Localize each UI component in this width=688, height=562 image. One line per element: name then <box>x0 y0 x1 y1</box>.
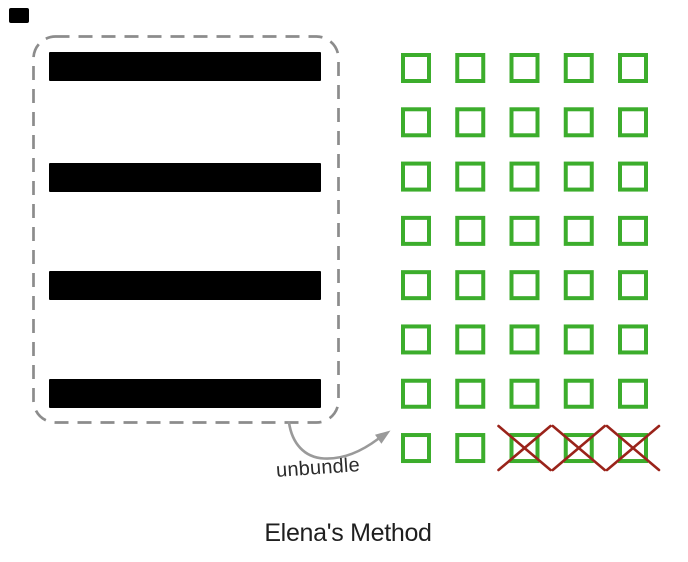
unit-square <box>401 433 431 464</box>
unit-square <box>563 161 594 192</box>
unit-square <box>563 53 594 83</box>
unit-square <box>455 324 486 355</box>
bundle-bar <box>49 52 321 81</box>
unit-square <box>401 324 431 355</box>
unit-square <box>618 324 648 355</box>
unbundle-arrow <box>287 421 380 460</box>
unit-square <box>401 53 431 83</box>
unit-square <box>618 378 648 409</box>
unit-square <box>509 378 540 409</box>
bundle-bar <box>49 271 321 300</box>
bundle-bar <box>49 163 321 192</box>
unit-square <box>401 215 431 246</box>
bundle-bar <box>49 379 321 408</box>
unit-square <box>509 53 540 83</box>
unit-square <box>618 433 648 464</box>
unit-square <box>618 161 648 192</box>
unit-square <box>455 215 486 246</box>
unit-square <box>455 53 486 83</box>
unit-square <box>563 215 594 246</box>
corner-artifact <box>9 8 29 23</box>
crossed-out-marks <box>497 424 661 472</box>
unit-square <box>401 270 431 301</box>
unit-square <box>563 378 594 409</box>
unit-square <box>509 433 540 464</box>
unit-square <box>455 107 486 138</box>
cross-out-line <box>605 424 661 472</box>
unbundle-arrowhead <box>375 430 391 444</box>
unit-square <box>455 433 486 464</box>
unit-square <box>618 215 648 246</box>
bundle-box-dashed-outline <box>32 35 340 424</box>
diagram-title: Elena's Method <box>264 519 432 547</box>
unit-square <box>401 378 431 409</box>
unit-square <box>509 324 540 355</box>
bundle-bars <box>49 52 321 408</box>
unit-square <box>401 107 431 138</box>
unit-square <box>563 107 594 138</box>
unit-square <box>455 161 486 192</box>
unit-square <box>618 270 648 301</box>
unit-square <box>509 161 540 192</box>
unit-square <box>401 161 431 192</box>
unit-square <box>618 53 648 83</box>
unit-square <box>563 433 594 464</box>
cross-out-line <box>551 424 607 472</box>
unit-square <box>509 215 540 246</box>
unit-square <box>563 270 594 301</box>
unit-square <box>509 107 540 138</box>
unit-square <box>455 270 486 301</box>
unit-square <box>618 107 648 138</box>
unit-square <box>563 324 594 355</box>
unit-square <box>455 378 486 409</box>
unit-squares-grid <box>401 53 648 464</box>
cross-out-line <box>497 424 552 472</box>
unit-square <box>509 270 540 301</box>
